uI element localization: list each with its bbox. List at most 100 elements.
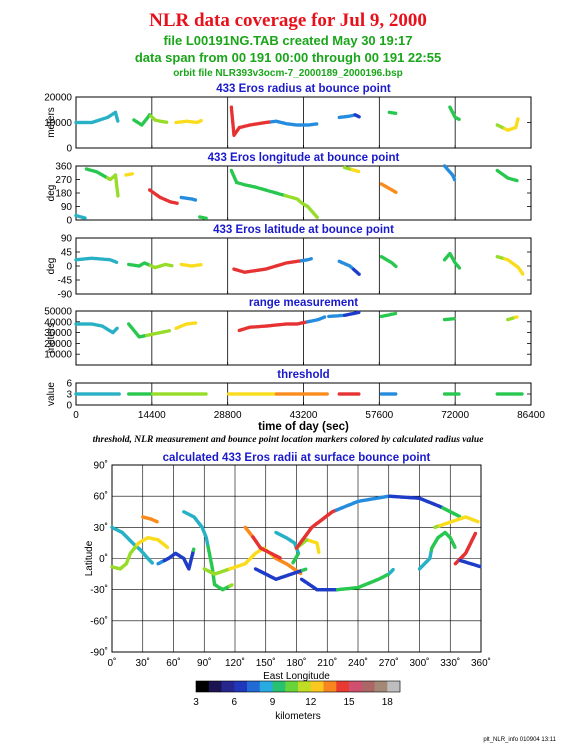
y-tick-label: 0 — [66, 262, 72, 273]
data-point — [394, 190, 398, 194]
data-point — [394, 392, 398, 396]
x-axis-label: time of day (sec) — [258, 421, 349, 433]
y-tick-label: 6 — [66, 379, 72, 390]
orbit-info: orbit file NLR393v3ocm-7_2000189_2000196… — [173, 68, 403, 79]
colorbar-swatch — [272, 681, 286, 692]
map-x-tick-label: 150˚ — [256, 657, 276, 669]
x-tick-label: 0 — [73, 410, 79, 421]
data-point — [164, 120, 169, 124]
y-tick-label: 0 — [66, 216, 72, 227]
y-tick-label: 50000 — [44, 307, 72, 318]
colorbar-tick-label: 9 — [270, 697, 276, 708]
data-point — [457, 266, 462, 270]
colorbar-swatch — [208, 681, 222, 692]
y-axis-label: deg — [46, 258, 57, 275]
panel-title: threshold — [277, 369, 329, 381]
x-tick-label: 28800 — [214, 410, 242, 421]
map-data-point — [150, 561, 154, 565]
colorbar-swatch — [387, 681, 401, 692]
data-point — [325, 392, 329, 396]
colorbar-frame — [195, 680, 401, 693]
data-point — [315, 122, 319, 126]
map-x-tick-label: 30˚ — [136, 657, 150, 669]
data-point — [357, 392, 361, 396]
data-point — [452, 177, 457, 182]
map-data-point — [453, 545, 457, 549]
x-tick-label: 43200 — [290, 410, 318, 421]
map-x-tick-label: 210˚ — [317, 657, 337, 669]
panel-title: 433 Eros latitude at bounce point — [213, 224, 394, 236]
map-data-point — [192, 547, 196, 551]
map-data-point — [155, 520, 159, 524]
y-tick-label: 0 — [66, 144, 72, 155]
data-point — [452, 317, 456, 321]
map-data-point — [473, 531, 478, 536]
y-tick-label: -45 — [58, 276, 73, 287]
map-x-tick-label: 180˚ — [286, 657, 306, 669]
data-point — [130, 172, 134, 176]
data-point — [116, 194, 120, 198]
data-point — [521, 272, 525, 276]
colorbar-swatch — [234, 681, 248, 692]
colorbar-swatch — [374, 681, 388, 692]
y-tick-label: 0 — [66, 401, 72, 412]
y-tick-label: 270 — [55, 175, 72, 186]
colorbar-swatch — [247, 681, 261, 692]
data-point — [167, 329, 171, 333]
colorbar-swatch — [349, 681, 363, 692]
map-data-point — [291, 561, 295, 565]
y-tick-label: 20000 — [44, 339, 72, 350]
data-span-info: data span from 00 191 00:00 through 00 1… — [134, 50, 442, 65]
data-point — [115, 326, 119, 330]
map-x-tick-label: 60˚ — [166, 657, 180, 669]
map-x-axis-label: East Longitude — [263, 671, 330, 682]
y-tick-label: 180 — [55, 189, 72, 200]
map-x-tick-label: 90˚ — [197, 657, 211, 669]
data-point — [357, 310, 361, 315]
x-tick-label: 57600 — [365, 410, 393, 421]
map-x-tick-label: 360˚ — [471, 657, 491, 669]
map-x-tick-label: 300˚ — [409, 657, 429, 669]
colorbar-tick-label: 18 — [382, 697, 394, 708]
panel-title: 433 Eros radius at bounce point — [216, 83, 391, 95]
map-x-tick-label: 330˚ — [440, 657, 460, 669]
y-tick-label: 90 — [61, 234, 73, 245]
map-y-tick-label: -60˚ — [90, 615, 108, 627]
y-axis-label: meters — [46, 323, 57, 354]
y-tick-label: 45 — [61, 248, 73, 259]
map-x-tick-label: 270˚ — [379, 657, 399, 669]
data-point — [356, 169, 361, 174]
map-y-tick-label: 60˚ — [94, 491, 108, 503]
y-tick-label: 20000 — [44, 93, 72, 104]
map-y-tick-label: -90˚ — [90, 647, 108, 659]
colorbar-swatch — [259, 681, 273, 692]
file-info: file L00191NG.TAB created May 30 19:17 — [163, 33, 413, 48]
data-point — [116, 119, 120, 123]
data-point — [199, 118, 203, 123]
page-title: NLR data coverage for Jul 9, 2000 — [149, 10, 427, 31]
colorbar-label: kilometers — [275, 711, 321, 722]
data-point — [204, 216, 208, 220]
colorbar-swatch — [196, 681, 210, 692]
data-point — [393, 311, 398, 316]
data-point — [357, 115, 361, 119]
data-point — [515, 178, 519, 183]
map-data-point — [230, 583, 234, 587]
map-data-point — [278, 556, 282, 560]
y-tick-label: 90 — [61, 202, 73, 213]
data-point — [204, 392, 208, 396]
x-tick-label: 14400 — [138, 410, 166, 421]
y-tick-label: 30000 — [44, 328, 72, 339]
chart-caption: threshold, NLR measurement and bounce po… — [92, 435, 484, 445]
data-point — [193, 198, 198, 202]
data-point — [357, 272, 361, 276]
map-x-tick-label: 120˚ — [225, 657, 245, 669]
data-point — [83, 216, 87, 220]
colorbar-tick-label: 3 — [193, 697, 199, 708]
panel-title: range measurement — [249, 297, 358, 309]
y-tick-label: 10000 — [44, 118, 72, 129]
data-point — [309, 257, 313, 261]
colorbar-swatch — [361, 681, 375, 692]
footer-stamp: plt_NLR_info 010904 13:11 — [483, 737, 556, 743]
